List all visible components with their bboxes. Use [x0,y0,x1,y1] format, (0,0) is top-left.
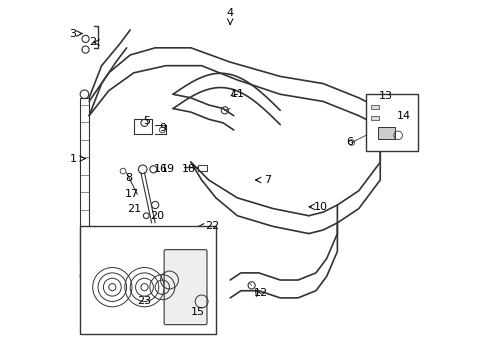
Text: 18: 18 [182,164,196,174]
Text: 9: 9 [159,123,165,133]
Text: 12: 12 [253,288,267,297]
Text: 13: 13 [378,91,392,101]
Bar [80,98,89,269]
Text: 6: 6 [346,138,353,148]
Bar [198,165,206,171]
Bar [370,116,378,120]
Text: 8: 8 [124,173,132,183]
Text: 14: 14 [396,111,410,121]
Bar [370,105,378,109]
Text: 17: 17 [124,189,139,199]
FancyBboxPatch shape [164,249,206,325]
Bar [134,119,151,134]
Bar [80,226,216,334]
Text: 21: 21 [126,203,141,213]
Text: 7: 7 [264,175,271,185]
Bar [378,127,394,139]
Text: 19: 19 [160,164,174,174]
Text: 23: 23 [137,296,151,306]
Text: 5: 5 [142,116,149,126]
Bar [365,94,417,152]
Text: 2: 2 [89,37,96,48]
Text: 11: 11 [230,89,244,99]
Text: 4: 4 [226,8,233,18]
Text: 15: 15 [191,307,204,317]
Text: 22: 22 [205,221,219,231]
Text: 3: 3 [69,28,76,39]
Text: 20: 20 [150,211,163,221]
Text: 1: 1 [70,154,77,163]
Text: 16: 16 [153,164,167,174]
Text: 10: 10 [314,202,327,212]
